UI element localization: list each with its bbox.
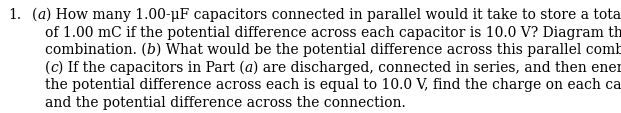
Text: of 1.00 mC if the potential difference across each capacitor is 10.0 V? Diagram : of 1.00 mC if the potential difference a…	[45, 25, 621, 39]
Text: (: (	[32, 8, 37, 22]
Text: the potential difference across each is equal to 10.0 V, find the charge on each: the potential difference across each is …	[45, 77, 621, 91]
Text: combination. (: combination. (	[45, 43, 147, 56]
Text: 1.: 1.	[8, 8, 21, 22]
Text: c: c	[50, 60, 58, 74]
Text: a: a	[37, 8, 45, 22]
Text: b: b	[147, 43, 155, 56]
Text: (: (	[45, 60, 50, 74]
Text: and the potential difference across the connection.: and the potential difference across the …	[45, 95, 406, 109]
Text: ) are discharged, connected in series, and then energized until: ) are discharged, connected in series, a…	[253, 60, 621, 74]
Text: ) If the capacitors in Part (: ) If the capacitors in Part (	[58, 60, 245, 74]
Text: ) What would be the potential difference across this parallel combination?: ) What would be the potential difference…	[155, 43, 621, 57]
Text: a: a	[245, 60, 253, 74]
Text: ) How many 1.00-μF capacitors connected in parallel would it take to store a tot: ) How many 1.00-μF capacitors connected …	[45, 8, 621, 22]
